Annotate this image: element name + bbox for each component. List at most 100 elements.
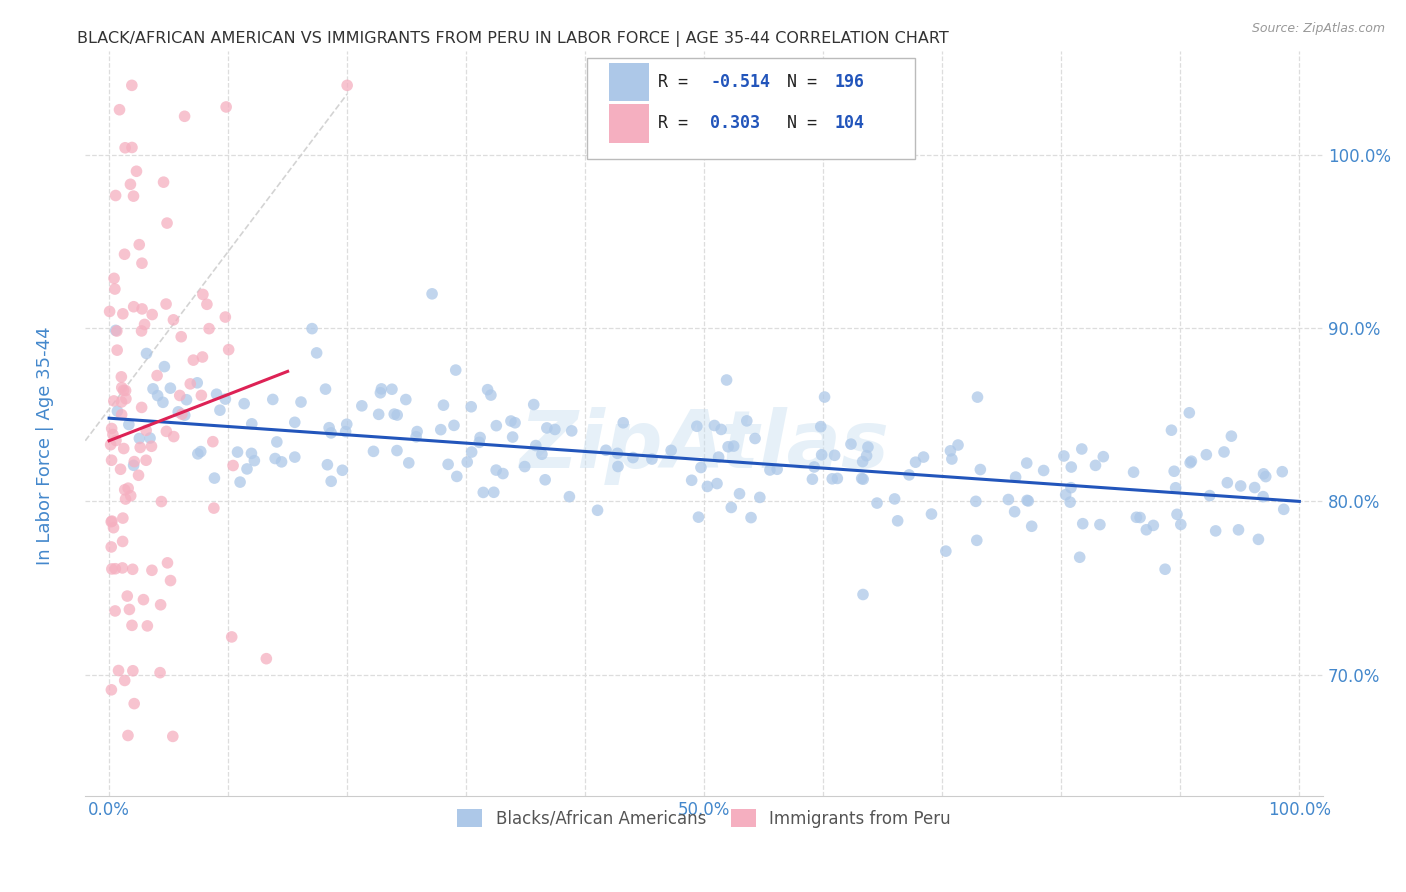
Immigrants from Peru bbox=[100, 515, 122, 529]
Blacks/African Americans bbox=[1092, 450, 1115, 464]
Blacks/African Americans bbox=[1004, 505, 1026, 519]
Blacks/African Americans bbox=[1032, 463, 1054, 477]
Blacks/African Americans bbox=[456, 455, 478, 469]
Blacks/African Americans bbox=[264, 451, 287, 466]
Immigrants from Peru bbox=[104, 434, 127, 448]
Blacks/African Americans bbox=[935, 544, 957, 558]
Text: BLACK/AFRICAN AMERICAN VS IMMIGRANTS FROM PERU IN LABOR FORCE | AGE 35-44 CORREL: BLACK/AFRICAN AMERICAN VS IMMIGRANTS FRO… bbox=[77, 31, 949, 47]
Blacks/African Americans bbox=[921, 507, 943, 521]
Immigrants from Peru bbox=[101, 514, 124, 528]
Blacks/African Americans bbox=[813, 390, 835, 404]
Blacks/African Americans bbox=[142, 382, 165, 396]
Blacks/African Americans bbox=[370, 385, 392, 400]
Blacks/African Americans bbox=[716, 373, 738, 387]
Blacks/African Americans bbox=[688, 510, 710, 524]
Blacks/African Americans bbox=[1178, 456, 1201, 470]
Blacks/African Americans bbox=[801, 472, 824, 486]
Blacks/African Americans bbox=[827, 471, 849, 485]
Blacks/African Americans bbox=[1198, 489, 1220, 503]
Blacks/African Americans bbox=[240, 417, 263, 431]
Text: 196: 196 bbox=[834, 73, 865, 91]
Immigrants from Peru bbox=[150, 494, 173, 508]
Immigrants from Peru bbox=[103, 393, 125, 408]
Blacks/African Americans bbox=[395, 392, 418, 407]
Immigrants from Peru bbox=[156, 556, 179, 570]
Blacks/African Americans bbox=[437, 458, 460, 472]
Blacks/African Americans bbox=[382, 407, 405, 421]
Immigrants from Peru bbox=[155, 297, 177, 311]
Blacks/African Americans bbox=[139, 431, 162, 445]
Immigrants from Peru bbox=[114, 483, 136, 497]
Immigrants from Peru bbox=[191, 350, 214, 364]
Immigrants from Peru bbox=[222, 458, 245, 473]
Blacks/African Americans bbox=[965, 494, 987, 508]
Blacks/African Americans bbox=[1129, 510, 1152, 524]
Blacks/African Americans bbox=[558, 490, 581, 504]
Blacks/African Americans bbox=[153, 359, 176, 374]
Immigrants from Peru bbox=[111, 511, 134, 525]
Immigrants from Peru bbox=[141, 308, 163, 322]
Blacks/African Americans bbox=[363, 444, 385, 458]
Immigrants from Peru bbox=[111, 408, 134, 422]
Blacks/African Americans bbox=[855, 449, 877, 463]
Immigrants from Peru bbox=[128, 468, 150, 483]
Blacks/African Americans bbox=[1243, 481, 1265, 495]
Immigrants from Peru bbox=[111, 381, 134, 395]
Immigrants from Peru bbox=[122, 300, 145, 314]
Immigrants from Peru bbox=[114, 673, 136, 688]
Blacks/African Americans bbox=[1213, 445, 1236, 459]
FancyBboxPatch shape bbox=[609, 62, 648, 102]
Immigrants from Peru bbox=[125, 164, 148, 178]
Blacks/African Americans bbox=[744, 432, 766, 446]
Immigrants from Peru bbox=[198, 321, 221, 335]
Blacks/African Americans bbox=[810, 419, 832, 434]
Blacks/African Americans bbox=[370, 382, 392, 396]
Immigrants from Peru bbox=[156, 216, 179, 230]
Text: N =: N = bbox=[787, 114, 827, 132]
Blacks/African Americans bbox=[1164, 481, 1187, 495]
Immigrants from Peru bbox=[173, 109, 195, 123]
Immigrants from Peru bbox=[218, 343, 240, 357]
Immigrants from Peru bbox=[104, 188, 127, 202]
Immigrants from Peru bbox=[114, 247, 136, 261]
Blacks/African Americans bbox=[499, 414, 522, 428]
Immigrants from Peru bbox=[155, 425, 177, 439]
Blacks/African Americans bbox=[243, 453, 266, 467]
Immigrants from Peru bbox=[152, 175, 174, 189]
Blacks/African Americans bbox=[284, 450, 307, 464]
Immigrants from Peru bbox=[183, 353, 205, 368]
Text: 104: 104 bbox=[834, 114, 865, 132]
Blacks/African Americans bbox=[1070, 442, 1092, 456]
Blacks/African Americans bbox=[681, 473, 703, 487]
Blacks/African Americans bbox=[385, 443, 408, 458]
Immigrants from Peru bbox=[136, 619, 159, 633]
Blacks/African Americans bbox=[1254, 469, 1277, 483]
Immigrants from Peru bbox=[170, 329, 193, 343]
Blacks/African Americans bbox=[1271, 465, 1294, 479]
Blacks/African Americans bbox=[444, 363, 467, 377]
Blacks/African Americans bbox=[1195, 448, 1218, 462]
Blacks/African Americans bbox=[290, 395, 312, 409]
Immigrants from Peru bbox=[221, 630, 243, 644]
Immigrants from Peru bbox=[104, 282, 127, 296]
Blacks/African Americans bbox=[432, 398, 454, 412]
Immigrants from Peru bbox=[131, 324, 153, 338]
Blacks/African Americans bbox=[1166, 508, 1188, 522]
Immigrants from Peru bbox=[110, 369, 132, 384]
Blacks/African Americans bbox=[810, 448, 832, 462]
Blacks/African Americans bbox=[336, 417, 359, 432]
Immigrants from Peru bbox=[202, 501, 225, 516]
Blacks/African Americans bbox=[1125, 510, 1147, 524]
Immigrants from Peru bbox=[163, 429, 186, 443]
Immigrants from Peru bbox=[114, 384, 136, 398]
Blacks/African Americans bbox=[405, 430, 427, 444]
Blacks/African Americans bbox=[284, 415, 307, 429]
Blacks/African Americans bbox=[406, 425, 429, 439]
Immigrants from Peru bbox=[121, 618, 143, 632]
Blacks/African Americans bbox=[190, 444, 212, 458]
Blacks/African Americans bbox=[997, 492, 1019, 507]
Immigrants from Peru bbox=[110, 462, 132, 476]
Immigrants from Peru bbox=[104, 562, 127, 576]
Immigrants from Peru bbox=[101, 562, 124, 576]
Blacks/African Americans bbox=[1088, 517, 1111, 532]
